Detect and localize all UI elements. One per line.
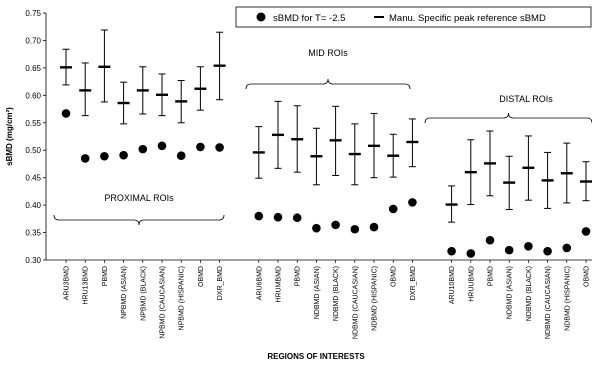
legend-circle-marker xyxy=(256,12,266,22)
group-label-distal: DISTAL ROIs xyxy=(499,94,553,104)
sbmd-point xyxy=(119,150,128,160)
category-label: NPBMD (ASIAN) xyxy=(121,266,128,319)
sbmd-point xyxy=(312,223,321,233)
category-label: ARU6BMD xyxy=(256,266,263,300)
category-label: OBMD xyxy=(391,266,398,287)
y-tick-label: 0.50 xyxy=(25,146,41,155)
sbmd-point xyxy=(485,235,495,245)
legend-box xyxy=(235,6,592,28)
sbmd-point xyxy=(80,154,90,163)
bracket-distal xyxy=(424,112,592,124)
sbmd-point xyxy=(331,220,340,230)
sbmd-point xyxy=(388,204,398,214)
bracket-proximal xyxy=(53,214,225,226)
sbmd-point xyxy=(466,249,476,258)
category-label: NPBMD (HISPANIC) xyxy=(179,266,186,330)
category-label: HRUUBMD xyxy=(468,266,475,302)
sbmd-point xyxy=(369,222,379,232)
sbmd-point xyxy=(138,144,148,154)
category-label: DXR_BMD xyxy=(217,266,224,300)
sbmd-point xyxy=(562,243,572,253)
legend-label-sbmd: sBMD for T= -2.5 xyxy=(273,13,345,24)
y-tick-label: 0.35 xyxy=(25,229,41,238)
data-marks xyxy=(60,29,592,258)
sbmd-point xyxy=(61,109,71,118)
category-label: ARU10BMD xyxy=(449,266,456,304)
y-tick-label: 0.45 xyxy=(25,174,41,183)
sbmd-point xyxy=(157,141,167,151)
sbmd-point xyxy=(524,241,533,251)
group-label-proximal: PROXIMAL ROIs xyxy=(104,193,174,203)
category-label: NDBMD (ASIAN) xyxy=(507,266,514,319)
category-label: NPBMD (CAUCASIAN) xyxy=(160,266,167,339)
category-label: PBMD xyxy=(102,266,109,286)
y-tick-label: 0.70 xyxy=(25,36,41,45)
axes xyxy=(45,13,592,261)
y-tick-label: 0.30 xyxy=(25,256,41,265)
y-axis-label: sBMD (mg/cm²) xyxy=(5,107,14,166)
sbmd-point xyxy=(543,246,552,256)
category-label: PBMD xyxy=(488,266,495,286)
sbmd-point xyxy=(408,198,417,207)
bracket-mid xyxy=(245,78,411,90)
group-label-mid: MID ROIs xyxy=(308,48,348,58)
sbmd-point xyxy=(176,151,186,161)
sbmd-point xyxy=(254,211,264,221)
group-brackets: PROXIMAL ROIs MID ROIs DISTAL ROIs xyxy=(53,48,592,226)
category-label: HRU13BMD xyxy=(83,266,90,305)
category-label: NPBMD (BLACK) xyxy=(140,266,147,321)
sbmd-point xyxy=(100,151,109,161)
sbmd-point xyxy=(350,224,360,234)
y-tick-label: 0.40 xyxy=(25,201,41,210)
y-tick-label: 0.55 xyxy=(25,119,41,128)
legend-label-reference: Manu. Specific peak reference sBMD xyxy=(389,13,546,24)
y-ticks: 0.30 0.35 0.40 0.45 0.50 0.55 0.60 0.65 0.70 0.75 xyxy=(25,9,46,265)
category-label: OBMD xyxy=(198,266,205,287)
category-label: NDBMD (CAUCASIAN) xyxy=(352,266,359,339)
legend: sBMD for T= -2.5 Manu. Specific peak ref… xyxy=(235,6,592,28)
y-tick-label: 0.75 xyxy=(25,9,41,18)
sbmd-point xyxy=(581,227,591,236)
sbmd-point xyxy=(504,245,514,255)
sbmd-point xyxy=(273,212,283,222)
category-label: HRUMBMD xyxy=(276,266,283,303)
category-label: NDBMD (HISPANIC) xyxy=(372,266,379,331)
category-label: NDBMD (BLACK) xyxy=(526,266,533,321)
category-label: DXR_BMD xyxy=(410,266,417,300)
x-axis-label: REGIONS OF INTERESTS xyxy=(267,352,365,361)
category-label: NDBMD (CAUCASIAN) xyxy=(545,266,552,339)
category-label: NDBMD (BLACK) xyxy=(333,266,340,321)
sbmd-point xyxy=(215,143,224,152)
category-labels: ARU3BMD HRU13BMD PBMD NPBMD (ASIAN) NPBMD (B… xyxy=(64,260,591,339)
sbmd-point xyxy=(196,142,205,152)
category-label: NDBMD (HISPANIC) xyxy=(564,266,571,331)
y-tick-label: 0.60 xyxy=(25,91,41,100)
category-label: PBMD xyxy=(295,266,302,286)
sbmd-point xyxy=(447,246,456,256)
sbmd-point xyxy=(292,213,302,223)
category-label: OBMD xyxy=(584,266,591,287)
category-label: NDBMD (ASIAN) xyxy=(314,266,321,319)
category-label: ARU3BMD xyxy=(64,266,71,300)
y-tick-label: 0.65 xyxy=(25,64,41,73)
